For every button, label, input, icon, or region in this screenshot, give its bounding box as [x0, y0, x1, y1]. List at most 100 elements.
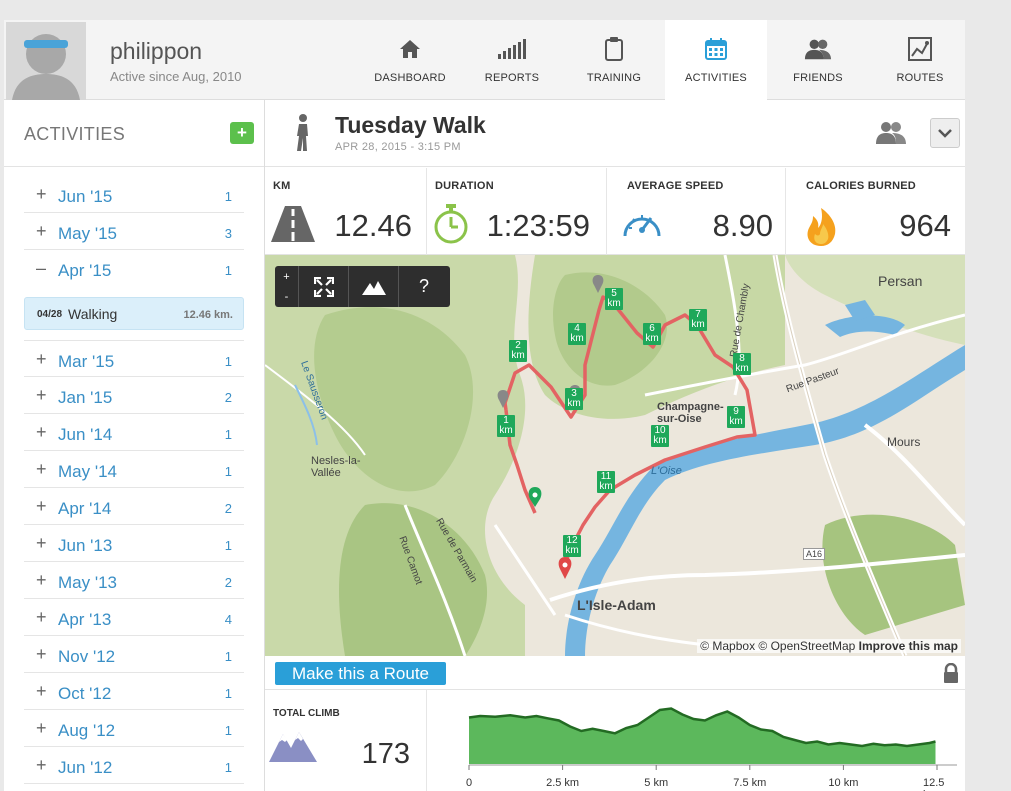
month-count: 1: [224, 354, 232, 369]
sidebar-title: ACTIVITIES: [24, 124, 126, 144]
map-label: Champagne-sur-Oise: [657, 401, 724, 425]
month-count: 1: [224, 427, 232, 442]
walking-icon: [293, 114, 313, 157]
stat-calories: CALORIES BURNED 964: [786, 168, 965, 255]
route-bar: Make this a Route: [265, 656, 965, 690]
month-item[interactable]: + May '13 2: [24, 562, 244, 599]
month-label[interactable]: May '14: [58, 462, 117, 481]
month-label[interactable]: Nov '12: [58, 647, 116, 666]
x-tick-label: 12.5 km: [923, 777, 945, 791]
month-label[interactable]: Jun '14: [58, 425, 113, 444]
options-dropdown-button[interactable]: [930, 118, 960, 148]
activity-type: Walking: [68, 306, 118, 322]
km-marker: 6 km: [643, 323, 661, 345]
month-item[interactable]: + May '14 1: [24, 451, 244, 488]
month-label[interactable]: May '15: [58, 224, 117, 243]
month-label[interactable]: Jun '15: [58, 187, 113, 206]
month-item[interactable]: + Jun '12 1: [24, 747, 244, 784]
stat-duration: DURATION 1:23:59: [427, 168, 607, 255]
header: philippon Active since Aug, 2010 DASHBOA…: [4, 20, 965, 100]
km-marker: 8 km: [733, 353, 751, 375]
month-item[interactable]: + Aug '12 1: [24, 710, 244, 747]
elevation-chart: 0 2.5 km 5 km 7.5 km 10 km 12.5 km: [461, 698, 965, 791]
nav-training[interactable]: TRAINING: [563, 20, 665, 100]
expand-icon: +: [36, 349, 47, 369]
zoom-in-button[interactable]: +: [283, 270, 290, 283]
month-label[interactable]: Aug '12: [58, 721, 116, 740]
month-item[interactable]: + Apr '13 4: [24, 599, 244, 636]
month-item[interactable]: + Apr '14 2: [24, 488, 244, 525]
km-marker: 11 km: [597, 471, 615, 493]
month-label[interactable]: May '13: [58, 573, 117, 592]
month-count: 1: [224, 538, 232, 553]
map-label: L'Oise: [651, 465, 682, 477]
activity-datetime: APR 28, 2015 - 3:15 PM: [335, 141, 461, 153]
nav-dashboard[interactable]: DASHBOARD: [359, 20, 461, 100]
month-item[interactable]: – Apr '15 1: [24, 250, 244, 287]
improve-map-link[interactable]: Improve this map: [858, 639, 958, 653]
expand-icon: +: [36, 422, 47, 442]
stat-label: DURATION: [435, 180, 494, 192]
nav-friends[interactable]: FRIENDS: [767, 20, 869, 100]
sidebar-header: ACTIVITIES +: [4, 100, 264, 167]
month-label[interactable]: Mar '15: [58, 352, 115, 371]
km-marker: 3 km: [565, 388, 583, 410]
climb-value: 173: [361, 738, 410, 770]
help-button[interactable]: ?: [418, 276, 429, 296]
month-count: 1: [224, 189, 232, 204]
zoom-out-button[interactable]: -: [284, 290, 289, 303]
fullscreen-button[interactable]: [299, 266, 349, 307]
month-label[interactable]: Apr '15: [58, 261, 112, 280]
month-item[interactable]: + Nov '12 1: [24, 636, 244, 673]
month-item[interactable]: + Jan '15 2: [24, 377, 244, 414]
main-panel: Tuesday Walk APR 28, 2015 - 3:15 PM KM 1…: [265, 100, 965, 791]
attribution-text[interactable]: © Mapbox © OpenStreetMap: [700, 639, 856, 653]
expand-icon: +: [36, 644, 47, 664]
nav-reports[interactable]: REPORTS: [461, 20, 563, 100]
climb-label: TOTAL CLIMB: [273, 708, 340, 719]
km-marker: 1 km: [497, 415, 515, 437]
month-count: 2: [224, 390, 232, 405]
elevation-plot: [468, 707, 957, 770]
month-label[interactable]: Oct '12: [58, 684, 112, 703]
month-label[interactable]: Jun '12: [58, 758, 113, 777]
month-count: 1: [224, 263, 232, 278]
zoom-controls: + -: [275, 266, 299, 307]
nav-activities[interactable]: ACTIVITIES: [665, 20, 767, 100]
km-marker: 10 km: [651, 425, 669, 447]
month-label[interactable]: Jan '15: [58, 388, 113, 407]
map-attribution: © Mapbox © OpenStreetMap Improve this ma…: [697, 639, 961, 653]
activity-distance: 12.46 km.: [183, 309, 233, 321]
terrain-button[interactable]: [349, 266, 399, 307]
month-item[interactable]: + Jun '14 1: [24, 414, 244, 451]
expand-icon: +: [36, 718, 47, 738]
month-label[interactable]: Apr '14: [58, 499, 112, 518]
stat-value: 8.90: [712, 208, 773, 243]
month-label[interactable]: Apr '13: [58, 610, 112, 629]
route-map[interactable]: Persan Champagne-sur-Oise Mours Nesles-l…: [265, 255, 965, 656]
month-count: 1: [224, 723, 232, 738]
month-item[interactable]: + Oct '12 1: [24, 673, 244, 710]
lock-icon[interactable]: [943, 662, 959, 688]
stopwatch-icon: [433, 204, 469, 249]
add-activity-button[interactable]: +: [230, 122, 254, 144]
avatar[interactable]: [6, 22, 86, 100]
activity-list-item[interactable]: 04/28 Walking 12.46 km.: [24, 297, 244, 330]
share-friends-icon[interactable]: [875, 120, 907, 149]
month-item[interactable]: + Jun '13 1: [24, 525, 244, 562]
month-item[interactable]: + Mar '15 1: [24, 340, 244, 377]
make-route-button[interactable]: Make this a Route: [275, 662, 446, 685]
month-item[interactable]: + May '15 3: [24, 213, 244, 250]
month-list: + Jun '15 1 + May '15 3 – Apr '15 1 04/28 Walk…: [24, 176, 244, 784]
user-name[interactable]: philippon: [110, 38, 203, 64]
map-label: Mours: [887, 435, 921, 449]
nav-routes[interactable]: ROUTES: [869, 20, 965, 100]
stat-average-speed: AVERAGE SPEED 8.90: [607, 168, 786, 255]
road-icon: [271, 206, 315, 247]
x-tick-label: 2.5 km: [546, 777, 580, 789]
month-label[interactable]: Jun '13: [58, 536, 113, 555]
month-count: 2: [224, 575, 232, 590]
nav-label: REPORTS: [484, 72, 540, 84]
x-tick-label: 5 km: [644, 777, 669, 789]
month-item[interactable]: + Jun '15 1: [24, 176, 244, 213]
